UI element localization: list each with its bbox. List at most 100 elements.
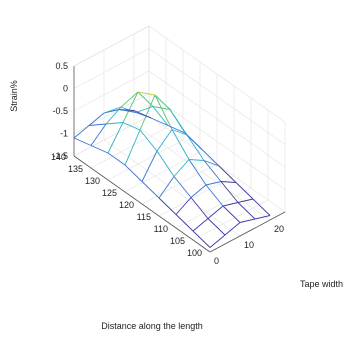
mesh-line [88, 123, 107, 126]
box-edge [73, 25, 150, 67]
floor-gridline [175, 187, 252, 229]
floor-gridline [90, 127, 167, 169]
mesh-line [73, 137, 92, 146]
x-tick-label: 20 [274, 224, 284, 234]
mesh-line [205, 184, 224, 207]
mesh-line [175, 197, 192, 215]
y-tick-label: 115 [137, 212, 151, 222]
mesh-line [90, 123, 107, 146]
mesh-line [188, 159, 207, 186]
mesh-line [141, 150, 158, 182]
x-tick-label: 10 [244, 240, 254, 250]
z-tick-label: -1 [60, 129, 68, 139]
y-tick-label: 110 [154, 224, 168, 234]
mesh-line [222, 205, 241, 223]
z-axis-label: Strain% [9, 80, 19, 112]
floor-gridline [133, 123, 271, 221]
mesh-line [188, 159, 205, 161]
mesh-line [192, 230, 211, 248]
grid [73, 25, 286, 253]
mesh-line [254, 215, 271, 220]
y-tick-label: 120 [119, 200, 134, 210]
mesh-line [137, 91, 156, 96]
mesh-line [171, 129, 188, 136]
wall-gridline [73, 70, 150, 112]
floor-gridline [124, 151, 201, 193]
mesh-line [124, 164, 143, 182]
mesh-line [154, 94, 171, 110]
mesh-line [252, 198, 271, 216]
z-tick-label: 0.5 [55, 61, 68, 71]
floor-gridline [103, 139, 241, 237]
mesh-line [224, 222, 241, 236]
mesh-line [103, 106, 122, 114]
z-tick-label: -1.5 [52, 151, 68, 161]
mesh-line [220, 181, 237, 183]
mesh-line [218, 165, 237, 183]
y-tick-label: 140 [51, 152, 66, 162]
mesh-line [88, 112, 105, 126]
mesh-line [139, 129, 158, 152]
wall-gridline [148, 93, 286, 190]
mesh-line [152, 106, 169, 126]
surface-mesh [73, 91, 271, 248]
mesh-line [186, 134, 205, 161]
mesh-line [154, 94, 173, 130]
mesh-line [139, 94, 156, 131]
mesh-line [190, 197, 209, 219]
mesh-line [209, 234, 226, 248]
wall-gridline [148, 48, 286, 145]
mesh-line [192, 218, 209, 232]
mesh-line [150, 117, 169, 126]
tick-labels: 0.50-0.5-1-1.510010511011512012513013514… [51, 61, 284, 266]
mesh-line [152, 106, 171, 110]
floor-gridline [107, 139, 184, 181]
mesh-line [133, 110, 152, 119]
mesh-line [158, 197, 177, 215]
mesh-line [171, 129, 190, 160]
mesh-line [156, 150, 175, 177]
mesh-line [207, 205, 224, 219]
mesh-line [156, 129, 173, 152]
mesh-line [107, 152, 126, 166]
y-tick-label: 105 [170, 236, 185, 246]
mesh-line [90, 145, 109, 154]
x-axis-label: Tape width [300, 279, 343, 289]
mesh-line [169, 109, 188, 136]
mesh-line [235, 182, 254, 200]
mesh-line [201, 149, 220, 167]
mesh-line [120, 91, 139, 108]
mesh-line [124, 129, 141, 166]
mesh-line [122, 91, 139, 123]
floor-gridline [192, 199, 269, 241]
mesh-line [167, 125, 186, 134]
mesh-line [203, 160, 222, 182]
mesh-line [190, 184, 207, 198]
mesh-line [205, 181, 222, 186]
wall-gridline [73, 93, 150, 134]
mesh-line [207, 218, 226, 236]
mesh-line [105, 122, 124, 125]
y-tick-label: 135 [68, 164, 83, 174]
mesh-line [158, 176, 175, 199]
wall-gridline [73, 48, 150, 89]
y-axis-label: Distance along the length [101, 321, 203, 331]
mesh-line [173, 159, 190, 177]
mesh-line [107, 122, 124, 154]
mesh-line [137, 91, 154, 107]
mesh-line [184, 132, 203, 150]
x-tick-label: 0 [214, 256, 219, 266]
mesh-line [118, 109, 137, 113]
mesh-line [135, 106, 154, 113]
y-tick-label: 125 [102, 188, 117, 198]
mesh-line [173, 176, 192, 198]
mesh-line [220, 181, 239, 203]
mesh-line [203, 160, 220, 167]
wall-gridline [148, 25, 286, 123]
x-axis-line [209, 211, 286, 253]
y-tick-label: 100 [187, 248, 202, 258]
wall-gridline [148, 70, 286, 168]
y-axis-line [73, 155, 211, 253]
